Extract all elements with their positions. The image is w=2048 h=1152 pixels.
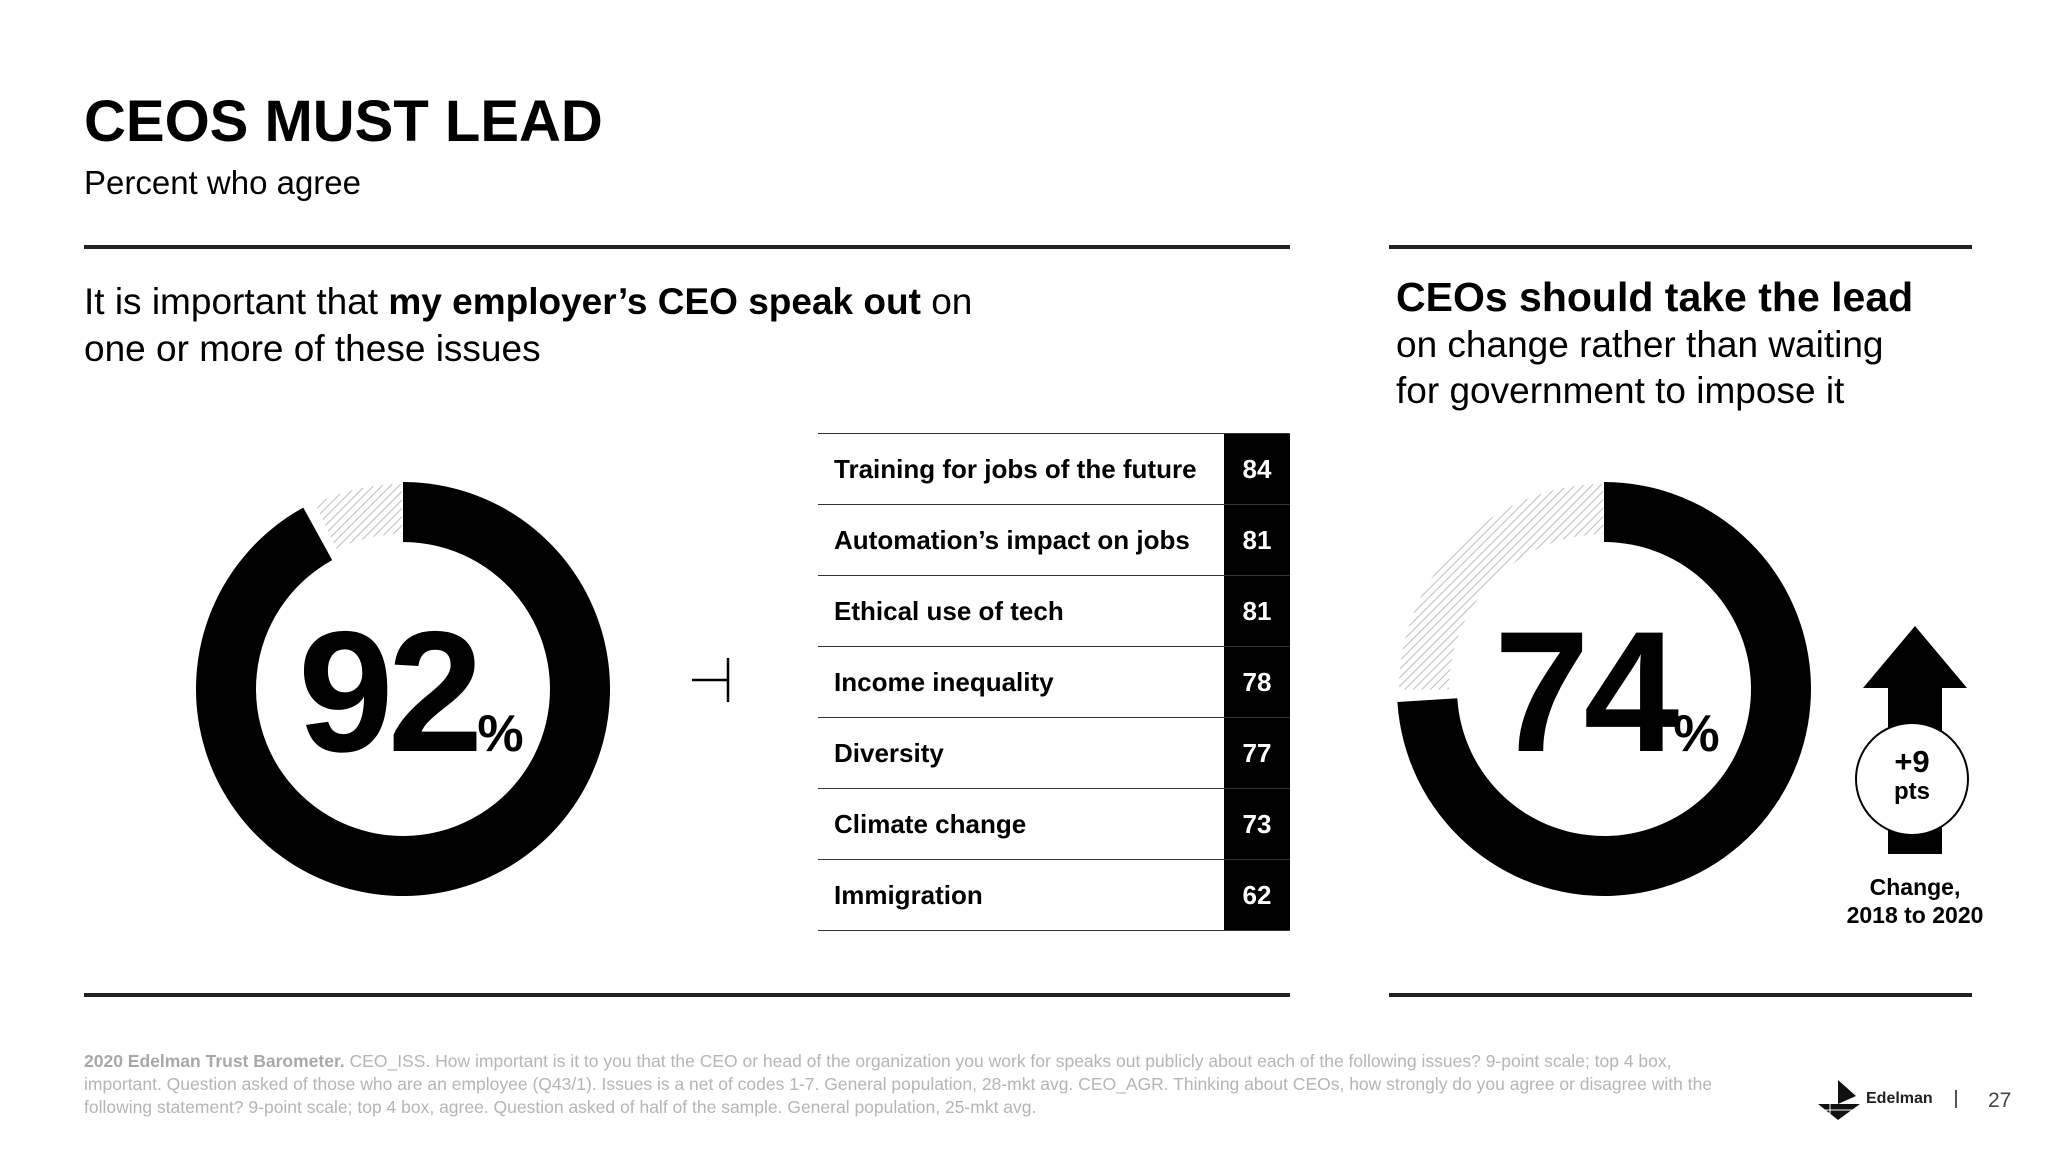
donut-slice-remainder xyxy=(1399,484,1604,690)
percent-symbol: % xyxy=(1673,705,1720,763)
left-heading: It is important that my employer’s CEO s… xyxy=(84,278,972,372)
issue-label: Income inequality xyxy=(834,666,1054,697)
source-title: 2020 Edelman Trust Barometer. xyxy=(84,1051,345,1071)
donut-slice-remainder xyxy=(315,484,403,549)
issues-table: Training for jobs of the future 84 Automat… xyxy=(818,433,1290,931)
donut-value-ceo-lead: 74% xyxy=(1494,593,1720,791)
bracket-connector-icon xyxy=(692,658,730,702)
left-top-divider xyxy=(84,245,1290,249)
heading-text: for government to impose it xyxy=(1396,370,1845,411)
right-top-divider xyxy=(1389,245,1972,249)
issue-value: 77 xyxy=(1224,718,1290,788)
heading-bold-text: CEOs should take the lead xyxy=(1396,274,1914,320)
right-heading: CEOs should take the lead on change rath… xyxy=(1396,274,1913,414)
percent-number: 74 xyxy=(1494,596,1679,788)
table-row: Income inequality 78 xyxy=(818,646,1290,717)
table-row: Diversity 77 xyxy=(818,717,1290,788)
change-label: Change, 2018 to 2020 xyxy=(1815,873,2015,929)
issue-label: Automation’s impact on jobs xyxy=(834,524,1190,555)
left-bottom-divider xyxy=(84,993,1290,997)
heading-text: on change rather than waiting xyxy=(1396,324,1884,365)
issue-value: 84 xyxy=(1224,434,1290,504)
donut-value-employer-ceo: 92% xyxy=(298,593,524,791)
issue-label: Immigration xyxy=(834,879,983,910)
page-number: 27 xyxy=(1988,1089,2012,1112)
table-row: Ethical use of tech 81 xyxy=(818,575,1290,646)
brand-name: Edelman xyxy=(1866,1090,1933,1107)
change-badge: +9 pts xyxy=(1855,722,1969,836)
issue-value: 81 xyxy=(1224,505,1290,575)
issue-label: Training for jobs of the future xyxy=(834,453,1197,484)
heading-text: It is important that xyxy=(84,281,389,322)
percent-symbol: % xyxy=(477,705,524,763)
issue-value: 62 xyxy=(1224,860,1290,930)
right-bottom-divider xyxy=(1389,993,1972,997)
table-row: Automation’s impact on jobs 81 xyxy=(818,504,1290,575)
page-subtitle: Percent who agree xyxy=(84,164,362,201)
donut-chart-ceo-lead xyxy=(1397,482,1811,896)
edelman-logo-icon xyxy=(1818,1080,1860,1120)
change-unit: pts xyxy=(1894,778,1930,805)
issue-value: 78 xyxy=(1224,647,1290,717)
heading-text: on xyxy=(920,281,973,322)
table-row: Climate change 73 xyxy=(818,788,1290,859)
issue-value: 81 xyxy=(1224,576,1290,646)
issue-value: 73 xyxy=(1224,789,1290,859)
change-value: +9 xyxy=(1894,744,1930,779)
change-label-line: Change, xyxy=(1869,874,1961,900)
table-row: Training for jobs of the future 84 xyxy=(818,433,1290,504)
issue-label: Diversity xyxy=(834,737,944,768)
issue-label: Ethical use of tech xyxy=(834,595,1064,626)
heading-bold-text: my employer’s CEO speak out xyxy=(388,281,921,322)
change-label-line: 2018 to 2020 xyxy=(1846,902,1984,928)
issue-label: Climate change xyxy=(834,808,1027,839)
table-row: Immigration 62 xyxy=(818,859,1290,931)
percent-number: 92 xyxy=(298,596,483,788)
footer-separator xyxy=(1955,1090,1957,1108)
heading-text: one or more of these issues xyxy=(84,328,541,369)
source-text: CEO_ISS. How important is it to you that… xyxy=(84,1051,1713,1117)
page-title: CEOS MUST LEAD xyxy=(84,89,603,154)
source-footnote: 2020 Edelman Trust Barometer. CEO_ISS. H… xyxy=(84,1050,1754,1119)
donut-chart-employer-ceo xyxy=(195,482,610,896)
